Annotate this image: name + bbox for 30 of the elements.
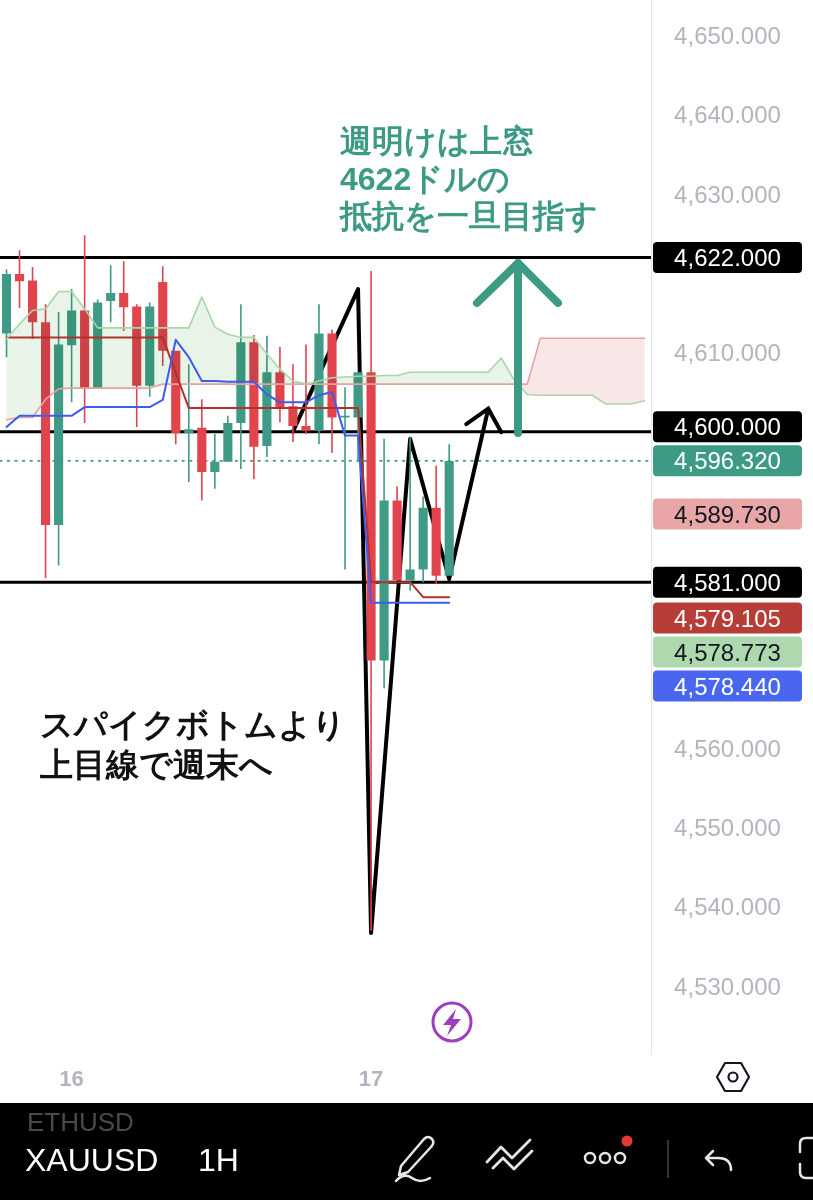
x-tick-label: 17: [358, 1066, 384, 1091]
x-tick-label: 16: [59, 1066, 84, 1091]
y-tick-label: 4,650.000: [674, 22, 781, 50]
ref-line-label: 4,622.000: [674, 243, 781, 271]
price-label: 4,578.440: [653, 670, 802, 702]
price-label: 4,596.320: [653, 445, 802, 477]
y-tick-label: 4,640.000: [674, 101, 781, 129]
y-tick-label: 4,530.000: [674, 972, 781, 1000]
price-label: 4,622.000: [653, 241, 802, 273]
price-label: 4,600.000: [653, 411, 802, 443]
y-tick-label: 4,630.000: [674, 180, 781, 208]
annotation: 上目線で週末へ: [39, 746, 273, 783]
price-label: 4,581.000: [653, 566, 802, 598]
price-label: 4,589.730: [653, 498, 802, 530]
price-label: 4,579.105: [653, 602, 802, 634]
price-label: 4,578.773: [653, 636, 802, 668]
ref-line-label: 4,581.000: [674, 568, 781, 596]
text: XAUUSD: [25, 1142, 159, 1178]
y-tick-label: 4,560.000: [674, 734, 781, 762]
annotation: 抵抗を一旦目指す: [339, 198, 598, 234]
text: ETHUSD: [27, 1107, 134, 1137]
ref-line-label: 4,596.320: [674, 447, 781, 475]
annotation: 4622ドルの: [340, 160, 511, 197]
y-tick-label: 4,610.000: [674, 338, 781, 366]
text: 1H: [198, 1142, 239, 1178]
ref-line-label: 4,600.000: [674, 413, 781, 441]
annotation: 週明けは上窓: [340, 123, 534, 159]
y-tick-label: 4,540.000: [674, 893, 781, 921]
y-tick-label: 4,550.000: [674, 814, 781, 842]
annotation: スパイクボトムより: [40, 706, 346, 743]
